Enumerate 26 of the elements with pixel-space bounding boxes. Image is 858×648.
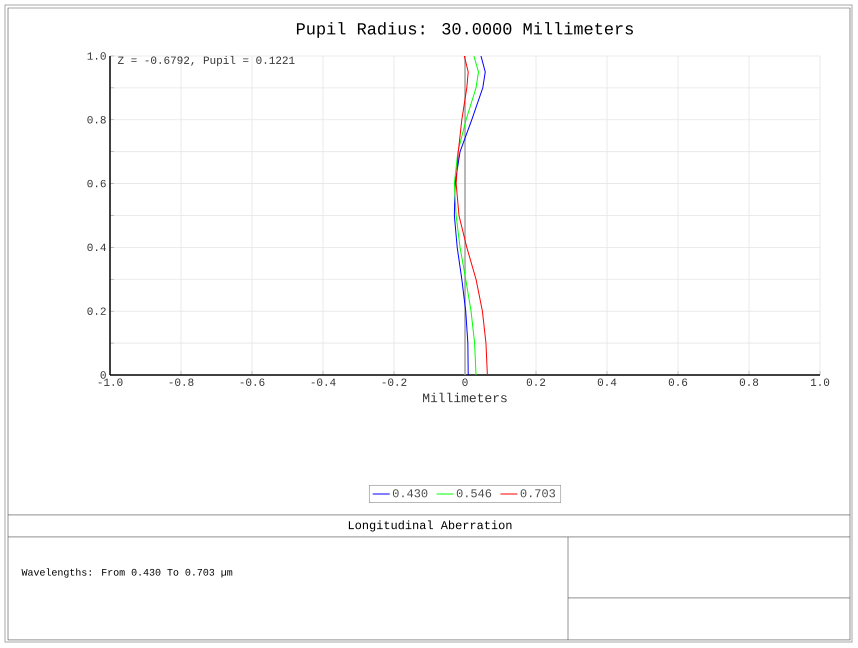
x-tick-label: -1.0 [98, 378, 122, 386]
y-tick-label: 0 [100, 371, 106, 379]
x-tick-label: 1.0 [810, 378, 830, 386]
x-tick-label: 0.4 [598, 378, 616, 386]
chart-title: Pupil Radius: 30.0000 Millimeters [296, 22, 633, 38]
x-tick-label: -0.6 [240, 378, 264, 386]
x-tick-label: 0.8 [740, 378, 758, 386]
y-tick-label: 0.6 [87, 180, 106, 188]
text: Wavelengths: From 0.430 To 0.703 µm [22, 568, 232, 578]
y-tick-label: 1.0 [88, 52, 106, 60]
text: Longitudinal Aberration [348, 520, 512, 532]
x-tick-label: 0.6 [668, 378, 688, 386]
x-tick-label: -0.8 [170, 378, 194, 386]
x-tick-label: 0 [462, 378, 468, 386]
legend-label: 0.546 [456, 489, 492, 498]
x-tick-label: 0.2 [526, 378, 546, 386]
annotation: Z = -0.6792, Pupil = 0.1221 [118, 56, 295, 66]
x-tick-label: -0.2 [382, 378, 406, 386]
x-axis-title: Millimeters [423, 392, 507, 402]
y-tick-label: 0.4 [87, 244, 106, 252]
legend-label: 0.703 [520, 489, 556, 498]
legend-label: 0.430 [392, 489, 428, 498]
line-series [454, 56, 479, 375]
y-tick-label: 0.8 [87, 116, 106, 124]
y-tick-label: 0.2 [87, 307, 106, 315]
x-tick-label: -0.4 [312, 378, 336, 386]
